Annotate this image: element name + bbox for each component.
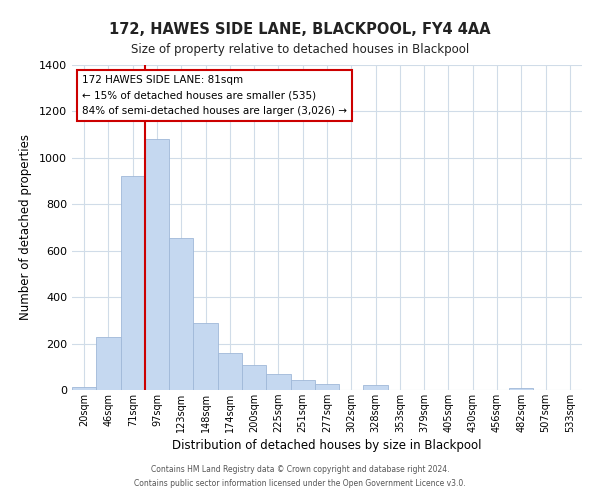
Bar [193,322,218,390]
Bar [72,386,96,390]
Y-axis label: Number of detached properties: Number of detached properties [19,134,32,320]
Bar [218,353,242,390]
Bar [315,384,339,390]
Bar [509,388,533,390]
Bar [96,336,121,390]
X-axis label: Distribution of detached houses by size in Blackpool: Distribution of detached houses by size … [172,439,482,452]
Text: Contains HM Land Registry data © Crown copyright and database right 2024.
Contai: Contains HM Land Registry data © Crown c… [134,466,466,487]
Text: 172 HAWES SIDE LANE: 81sqm
← 15% of detached houses are smaller (535)
84% of sem: 172 HAWES SIDE LANE: 81sqm ← 15% of deta… [82,74,347,116]
Bar [364,386,388,390]
Text: 172, HAWES SIDE LANE, BLACKPOOL, FY4 4AA: 172, HAWES SIDE LANE, BLACKPOOL, FY4 4AA [109,22,491,38]
Bar [290,380,315,390]
Bar [121,176,145,390]
Bar [242,365,266,390]
Bar [145,140,169,390]
Text: Size of property relative to detached houses in Blackpool: Size of property relative to detached ho… [131,42,469,56]
Bar [169,238,193,390]
Bar [266,374,290,390]
